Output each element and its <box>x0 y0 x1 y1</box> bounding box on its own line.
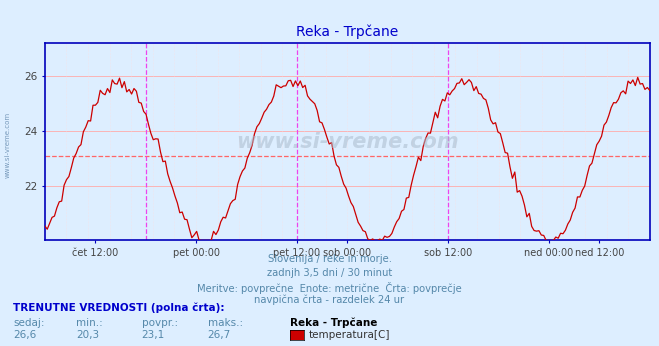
Text: Meritve: povprečne  Enote: metrične  Črta: povprečje: Meritve: povprečne Enote: metrične Črta:… <box>197 282 462 294</box>
Text: 26,7: 26,7 <box>208 330 231 340</box>
Text: maks.:: maks.: <box>208 318 243 328</box>
Text: navpična črta - razdelek 24 ur: navpična črta - razdelek 24 ur <box>254 295 405 305</box>
Text: www.si-vreme.com: www.si-vreme.com <box>5 112 11 179</box>
Text: zadnjh 3,5 dni / 30 minut: zadnjh 3,5 dni / 30 minut <box>267 268 392 278</box>
Text: min.:: min.: <box>76 318 103 328</box>
Text: 23,1: 23,1 <box>142 330 165 340</box>
Title: Reka - Trpčane: Reka - Trpčane <box>296 25 399 39</box>
Text: Slovenija / reke in morje.: Slovenija / reke in morje. <box>268 254 391 264</box>
Text: povpr.:: povpr.: <box>142 318 178 328</box>
Text: sedaj:: sedaj: <box>13 318 45 328</box>
Text: www.si-vreme.com: www.si-vreme.com <box>236 132 459 152</box>
Text: TRENUTNE VREDNOSTI (polna črta):: TRENUTNE VREDNOSTI (polna črta): <box>13 303 225 313</box>
Text: 26,6: 26,6 <box>13 330 36 340</box>
Text: Reka - Trpčane: Reka - Trpčane <box>290 317 378 328</box>
Text: 20,3: 20,3 <box>76 330 99 340</box>
Text: temperatura[C]: temperatura[C] <box>308 330 390 340</box>
